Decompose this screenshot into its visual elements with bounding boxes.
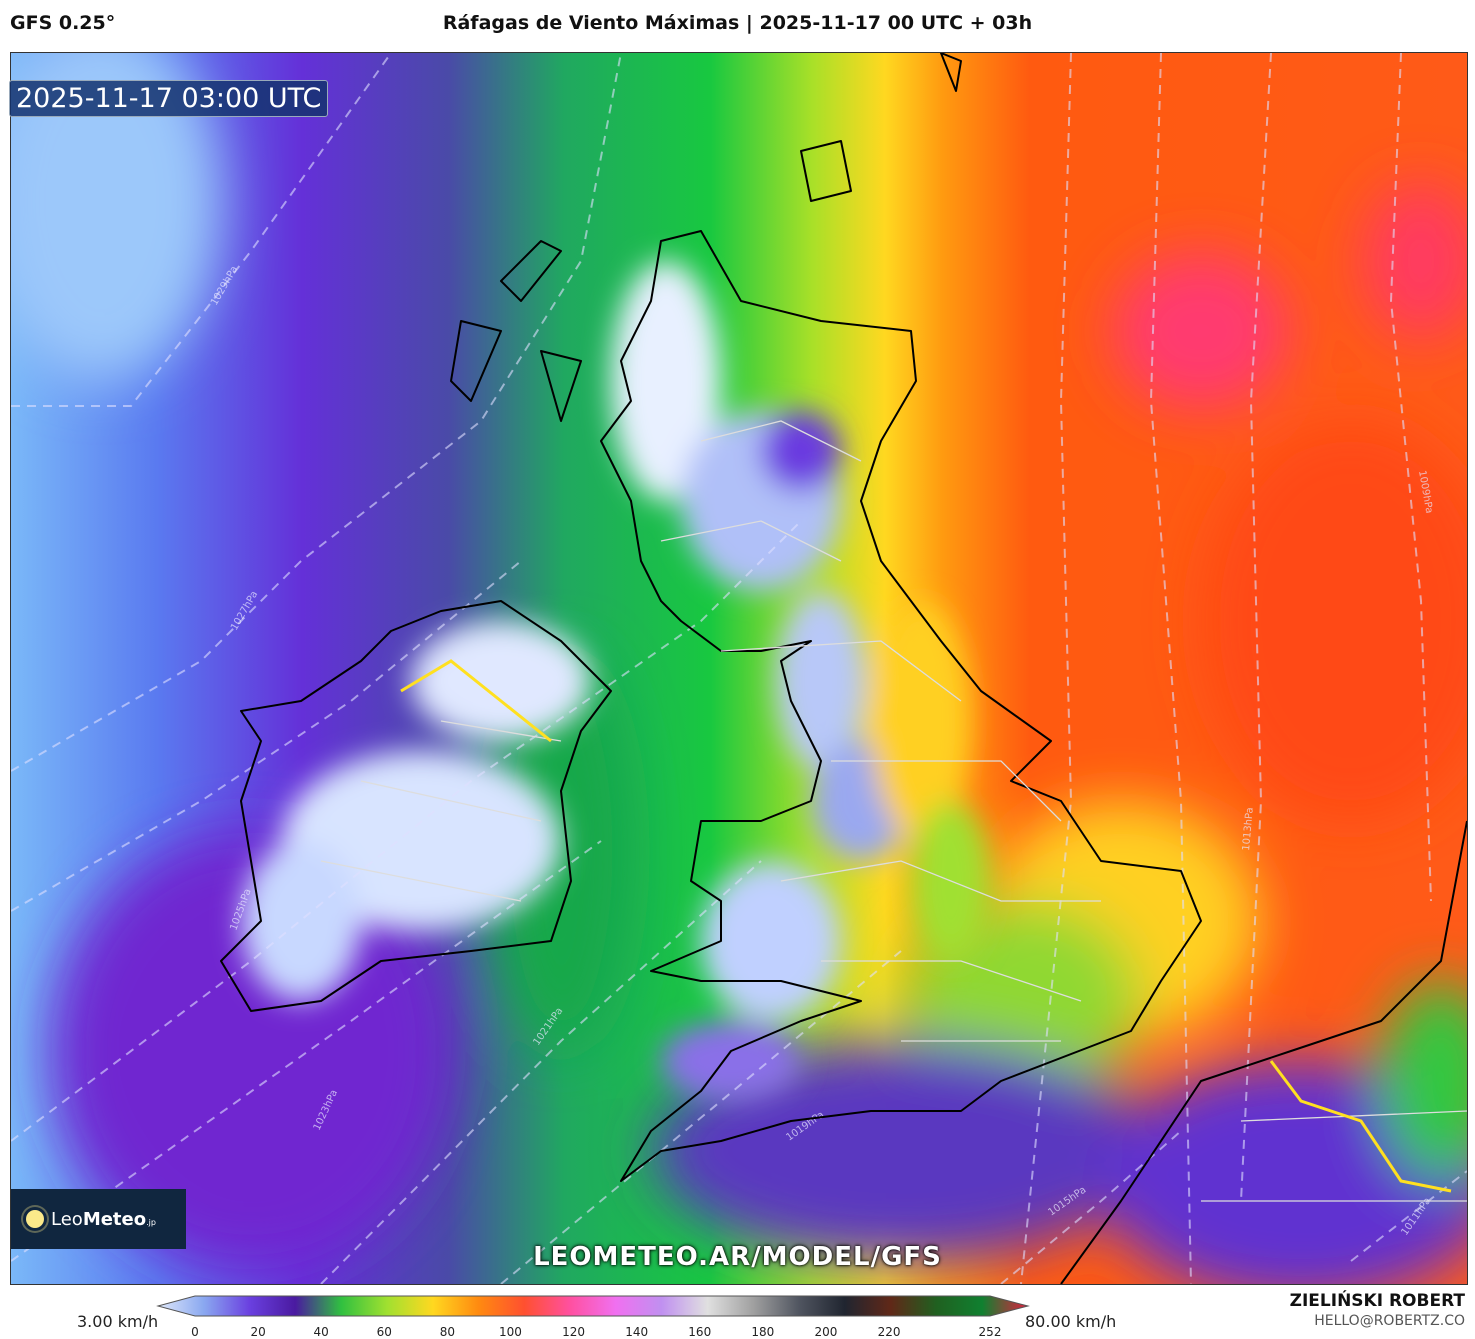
colorbar-tick: 200 (814, 1325, 838, 1339)
high-gust-land-shading (241, 261, 991, 1101)
author-name: ZIELIŃSKI ROBERT (1289, 1291, 1465, 1311)
isobar-label: 1013hPa (1241, 807, 1256, 851)
author-email[interactable]: HELLO@ROBERTZ.CO (1314, 1313, 1465, 1329)
logo-suffix: .jp (146, 1217, 156, 1227)
orkney-shetland-coast (800, 53, 962, 202)
author-block: ZIELIŃSKI ROBERT HELLO@ROBERTZ.CO (1290, 1291, 1465, 1329)
colorbar-tick: 140 (625, 1325, 649, 1339)
logo-meteo: Meteo (82, 1208, 147, 1230)
ireland-coast (220, 600, 612, 1012)
colorbar-tick: 80 (439, 1325, 456, 1339)
model-label: GFS 0.25° (10, 12, 116, 34)
colorbar-tick: 0 (191, 1325, 199, 1339)
colorbar-tick: 100 (499, 1325, 522, 1339)
colorbar-tick: 40 (313, 1325, 329, 1339)
belgium-border (1269, 1060, 1452, 1193)
northern-ireland-border (400, 659, 552, 743)
colorbar-tick: 20 (250, 1325, 266, 1339)
colorbar-tick: 220 (877, 1325, 901, 1339)
isobars (11, 53, 1467, 1284)
map-title: Ráfagas de Viento Máximas | 2025-11-17 0… (442, 12, 1033, 34)
colorbar: 3.00 km/h 0 20 40 60 80 100 120 140 160 180 200 220… (0, 1292, 1475, 1339)
colorbar-min-label: 3.00 km/h (77, 1312, 159, 1331)
colorbar-tick: 180 (751, 1325, 775, 1339)
logo-leo: Leo (51, 1208, 83, 1230)
leometeo-logo: Leo Meteo .jp (11, 1189, 186, 1249)
wind-gust-map: 1029hPa 1027hPa 1025hPa 1023hPa 1021hPa … (10, 52, 1468, 1285)
continent-coast (1060, 820, 1467, 1284)
colorbar-tick: 160 (688, 1325, 712, 1339)
hebrides-coast (450, 240, 582, 422)
colorbar-tick: 252 (978, 1325, 1002, 1339)
colorbar-gradient (156, 1295, 1030, 1317)
sun-icon (26, 1210, 44, 1228)
colorbar-tick: 60 (376, 1325, 392, 1339)
gust-field-shading (11, 53, 1467, 1284)
watermark: LEOMETEO.AR/MODEL/GFS (533, 1242, 942, 1272)
colorbar-tick: 120 (562, 1325, 586, 1339)
admin-borders (320, 420, 1467, 1202)
valid-time-label: 2025-11-17 03:00 UTC (9, 80, 329, 117)
colorbar-max-label: 80.00 km/h (1025, 1312, 1117, 1331)
